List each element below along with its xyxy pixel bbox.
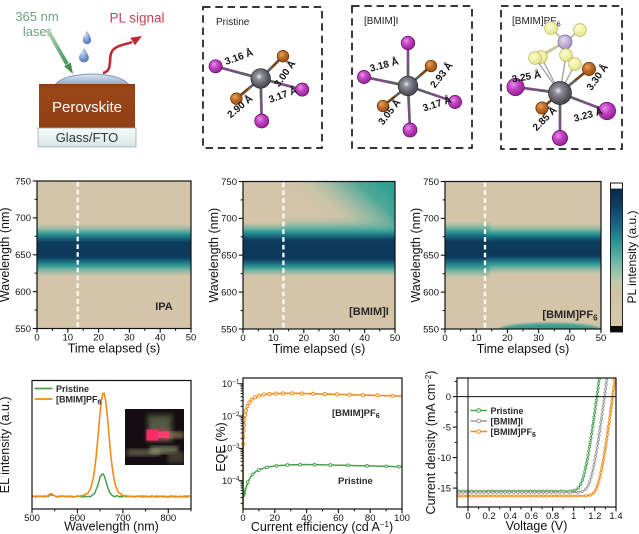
svg-text:750: 750 (15, 176, 31, 187)
svg-text:[BMIM]I: [BMIM]I (349, 306, 389, 318)
svg-text:700: 700 (423, 214, 439, 225)
svg-text:10: 10 (471, 333, 482, 344)
svg-text:10−3: 10−3 (222, 443, 240, 454)
svg-text:laser: laser (23, 24, 52, 39)
svg-text:[BMIM]I: [BMIM]I (491, 416, 524, 426)
svg-text:100: 100 (394, 513, 410, 524)
svg-text:40: 40 (155, 332, 166, 343)
svg-text:550: 550 (221, 324, 237, 335)
svg-text:0: 0 (34, 332, 39, 343)
svg-text:-10: -10 (437, 453, 451, 464)
svg-text:40: 40 (359, 333, 370, 344)
svg-text:20: 20 (270, 513, 281, 524)
svg-text:PL signal: PL signal (109, 11, 164, 26)
svg-text:600: 600 (423, 287, 439, 298)
svg-text:750: 750 (221, 177, 237, 188)
svg-text:PL intensity (a.u.): PL intensity (a.u.) (625, 211, 639, 304)
svg-text:20: 20 (299, 333, 310, 344)
svg-text:[BMIM]PF6: [BMIM]PF6 (56, 394, 102, 406)
svg-text:600: 600 (15, 287, 31, 298)
svg-text:50: 50 (596, 333, 607, 344)
svg-text:-15: -15 (437, 483, 451, 494)
svg-text:600: 600 (221, 287, 237, 298)
svg-text:Wavelength (nm): Wavelength (nm) (0, 207, 12, 302)
svg-text:1.4: 1.4 (609, 511, 622, 522)
svg-text:3.18 Å: 3.18 Å (368, 55, 400, 75)
svg-text:1: 1 (571, 511, 576, 522)
svg-text:Wavelength (nm): Wavelength (nm) (409, 208, 423, 303)
svg-text:EL intensity (a.u.): EL intensity (a.u.) (0, 396, 12, 493)
svg-text:1.2: 1.2 (588, 511, 601, 522)
svg-text:Perovskite: Perovskite (52, 99, 122, 116)
svg-text:3.16 Å: 3.16 Å (223, 46, 255, 68)
svg-text:Time elapsed (s): Time elapsed (s) (273, 342, 366, 356)
svg-text:Wavelength (nm): Wavelength (nm) (207, 208, 221, 303)
svg-text:Pristine: Pristine (491, 406, 524, 416)
svg-text:0.6: 0.6 (525, 511, 538, 522)
svg-text:Glass/FTO: Glass/FTO (56, 130, 119, 145)
svg-text:Time elapsed (s): Time elapsed (s) (477, 342, 570, 356)
svg-text:[BMIM]PF6: [BMIM]PF6 (542, 309, 598, 323)
svg-text:0: 0 (240, 333, 245, 344)
svg-text:10: 10 (268, 333, 279, 344)
svg-text:3.23 Å: 3.23 Å (572, 105, 604, 125)
svg-text:Pristine: Pristine (338, 476, 373, 487)
svg-text:700: 700 (115, 513, 131, 524)
svg-text:3.25 Å: 3.25 Å (511, 68, 542, 86)
svg-text:10: 10 (63, 332, 74, 343)
svg-text:40: 40 (301, 513, 312, 524)
svg-text:Voltage (V): Voltage (V) (506, 519, 568, 533)
svg-text:800: 800 (160, 513, 176, 524)
svg-text:[BMIM]I: [BMIM]I (364, 16, 398, 27)
svg-text:50: 50 (390, 333, 401, 344)
svg-text:0.4: 0.4 (504, 511, 517, 522)
svg-text:700: 700 (15, 213, 31, 224)
svg-text:30: 30 (329, 333, 340, 344)
svg-text:365 nm: 365 nm (15, 9, 58, 24)
svg-text:IPA: IPA (155, 301, 173, 313)
svg-text:20: 20 (93, 332, 104, 343)
svg-text:20: 20 (502, 333, 513, 344)
svg-text:50: 50 (186, 332, 197, 343)
svg-text:650: 650 (15, 250, 31, 261)
svg-text:650: 650 (221, 251, 237, 262)
svg-text:Pristine: Pristine (56, 384, 89, 394)
svg-text:EQE (%): EQE (%) (214, 422, 228, 471)
svg-text:Time elapsed (s): Time elapsed (s) (68, 342, 161, 356)
svg-text:10−1: 10−1 (222, 379, 240, 390)
svg-text:700: 700 (221, 214, 237, 225)
svg-text:Pristine: Pristine (216, 17, 250, 28)
svg-text:40: 40 (565, 333, 576, 344)
svg-text:[BMIM]PF6: [BMIM]PF6 (491, 427, 537, 439)
svg-text:[BMIM]PF6: [BMIM]PF6 (332, 408, 380, 420)
svg-text:Current efficiency (cd A−1): Current efficiency (cd A−1) (251, 520, 393, 534)
svg-text:0: 0 (442, 333, 447, 344)
svg-text:0: 0 (465, 511, 470, 522)
svg-text:0.2: 0.2 (482, 511, 495, 522)
svg-text:Wavelength (nm): Wavelength (nm) (64, 520, 159, 534)
svg-text:Current density (mA cm−2): Current density (mA cm−2) (424, 371, 438, 515)
svg-text:80: 80 (365, 513, 376, 524)
svg-text:0: 0 (446, 392, 451, 403)
svg-text:10−2: 10−2 (222, 411, 240, 422)
svg-text:650: 650 (423, 251, 439, 262)
svg-text:0.8: 0.8 (546, 511, 559, 522)
svg-text:550: 550 (423, 324, 439, 335)
svg-text:0: 0 (240, 513, 245, 524)
svg-text:30: 30 (124, 332, 135, 343)
svg-text:600: 600 (69, 513, 85, 524)
svg-text:750: 750 (423, 177, 439, 188)
svg-text:10−4: 10−4 (222, 475, 240, 486)
svg-text:60: 60 (333, 513, 344, 524)
svg-text:-5: -5 (443, 422, 451, 433)
svg-text:30: 30 (533, 333, 544, 344)
svg-text:500: 500 (24, 513, 40, 524)
svg-text:550: 550 (15, 324, 31, 335)
